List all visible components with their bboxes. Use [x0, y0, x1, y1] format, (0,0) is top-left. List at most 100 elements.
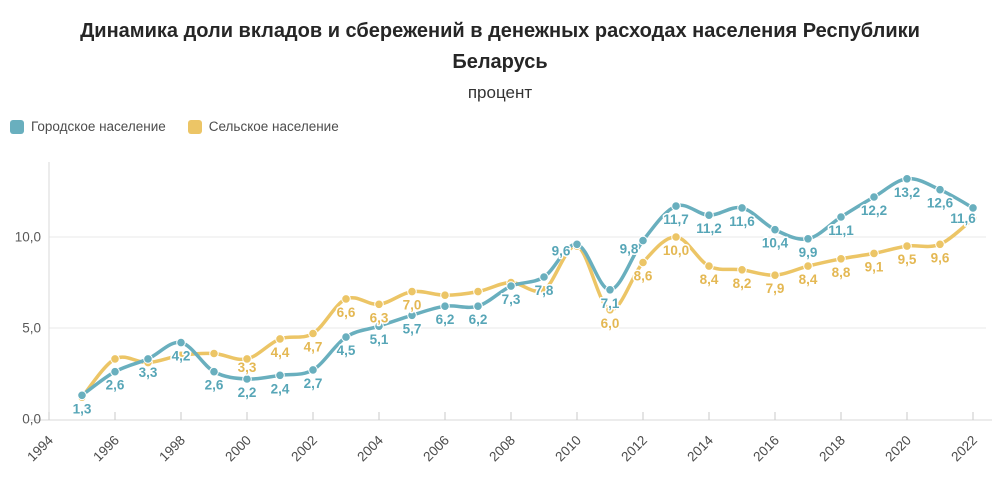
data-label-rural-2015: 8,2: [733, 276, 752, 291]
data-point-urban-2018: [836, 212, 846, 222]
data-point-urban-1998: [176, 337, 186, 348]
data-label-urban-1995: 1,3: [73, 401, 92, 416]
data-point-urban-2017: [803, 234, 813, 244]
data-label-urban-2007: 6,2: [469, 312, 488, 327]
data-point-urban-1996: [110, 366, 120, 377]
data-label-urban-2001: 2,4: [271, 381, 290, 396]
data-point-rural-1996: [110, 354, 120, 364]
data-point-rural-2009: [539, 285, 549, 295]
urban-series-line: [80, 176, 975, 398]
data-label-urban-2018: 11,1: [828, 223, 854, 238]
data-point-rural-2019: [869, 248, 879, 259]
data-label-urban-2020: 13,2: [894, 185, 920, 200]
data-label-urban-2022: 11,6: [950, 211, 976, 226]
x-tick-label: 2016: [750, 433, 782, 465]
x-tick-label: 2004: [354, 432, 386, 464]
data-label-rural-2004: 6,3: [370, 310, 389, 325]
data-label-urban-2006: 6,2: [436, 312, 455, 327]
data-label-rural-2002: 4,7: [304, 340, 323, 355]
data-label-rural-2020: 9,5: [898, 252, 917, 267]
data-point-urban-2007: [473, 301, 483, 312]
urban-series-swatch-icon: [10, 119, 24, 134]
data-point-rural-2011: [605, 305, 615, 315]
data-point-rural-2020: [902, 241, 912, 251]
data-label-urban-2002: 2,7: [304, 376, 323, 391]
data-label-urban-2012: 9,8: [620, 242, 639, 257]
data-point-urban-2000: [242, 374, 252, 384]
data-point-rural-2003: [341, 294, 351, 304]
rural-series-line: [80, 217, 975, 399]
data-point-urban-2006: [440, 301, 450, 312]
data-label-urban-2013: 11,7: [663, 212, 689, 227]
data-label-rural-2013: 10,0: [663, 243, 689, 258]
data-point-urban-2003: [341, 332, 351, 342]
data-label-urban-2005: 5,7: [403, 321, 422, 336]
data-point-urban-2019: [869, 192, 879, 202]
chart-title: Динамика доли вкладов и сбережений в ден…: [80, 20, 920, 73]
data-point-rural-2002: [308, 328, 318, 339]
legend-item-urban[interactable]: Городское население: [10, 119, 166, 134]
data-point-urban-1995: [77, 390, 87, 401]
chart-header: Динамика доли вкладов и сбережений в ден…: [0, 0, 1000, 103]
data-point-urban-2013: [671, 201, 681, 211]
data-point-rural-2022: [968, 214, 978, 224]
data-label-rural-2019: 9,1: [865, 259, 884, 274]
data-label-rural-2011: 6,0: [601, 316, 620, 331]
y-tick-label: 5,0: [22, 321, 41, 336]
data-label-urban-2009: 7,8: [535, 283, 554, 298]
x-tick-label: 2018: [816, 433, 848, 465]
data-point-rural-2015: [737, 265, 747, 275]
legend-label-urban: Городское население: [31, 119, 166, 134]
data-point-urban-2010: [572, 239, 582, 250]
data-label-urban-2008: 7,3: [502, 292, 521, 307]
data-point-rural-2021: [935, 239, 945, 250]
x-tick-label: 1998: [156, 433, 188, 465]
data-point-urban-2004: [374, 321, 384, 332]
data-point-urban-2016: [770, 224, 780, 235]
data-point-rural-2005: [407, 286, 417, 297]
data-point-rural-2013: [671, 232, 681, 242]
data-label-rural-2001: 4,4: [271, 345, 290, 360]
data-label-rural-2014: 8,4: [700, 272, 719, 287]
x-tick-label: 1996: [90, 433, 122, 465]
x-tick-label: 2022: [948, 433, 980, 465]
data-label-urban-2017: 9,9: [799, 245, 818, 260]
data-point-urban-2011: [605, 285, 615, 295]
data-label-rural-2018: 8,8: [832, 265, 851, 280]
data-point-urban-2005: [407, 310, 417, 321]
data-point-rural-2006: [440, 290, 450, 301]
data-label-rural-2021: 9,6: [931, 250, 950, 265]
data-label-rural-2000: 3,3: [238, 360, 257, 375]
data-point-urban-2020: [902, 174, 912, 184]
data-label-rural-2016: 7,9: [766, 281, 785, 296]
chart-subtitle: процент: [467, 83, 533, 102]
y-tick-label: 0,0: [22, 412, 41, 427]
data-label-rural-2003: 6,6: [337, 305, 356, 320]
data-label-urban-2011: 7,1: [601, 296, 620, 311]
legend: Городское население Сельское население: [10, 119, 1000, 134]
data-point-urban-2002: [308, 365, 318, 375]
data-point-urban-2021: [935, 184, 945, 195]
x-tick-label: 2014: [684, 432, 716, 464]
data-label-rural-2017: 8,4: [799, 272, 818, 287]
legend-item-rural[interactable]: Сельское население: [187, 119, 339, 134]
y-tick-label: 10,0: [15, 230, 41, 245]
x-tick-label: 2006: [420, 433, 452, 465]
data-label-urban-2010: 9,6: [552, 243, 571, 258]
data-label-urban-2003: 4,5: [337, 343, 356, 358]
data-label-rural-2005: 7,0: [403, 298, 422, 313]
data-label-urban-1998: 4,2: [172, 349, 191, 364]
data-point-urban-2014: [704, 210, 714, 220]
data-point-urban-2001: [275, 370, 285, 381]
data-point-rural-2012: [638, 257, 648, 268]
data-label-urban-2014: 11,2: [696, 221, 722, 236]
data-point-rural-2007: [473, 286, 483, 297]
x-tick-label: 2008: [486, 433, 518, 465]
x-tick-label: 2012: [618, 433, 650, 465]
x-tick-label: 2000: [222, 433, 254, 465]
data-point-rural-2014: [704, 261, 714, 271]
data-point-rural-1998: [176, 350, 186, 361]
rural-series-swatch-icon: [187, 119, 202, 134]
